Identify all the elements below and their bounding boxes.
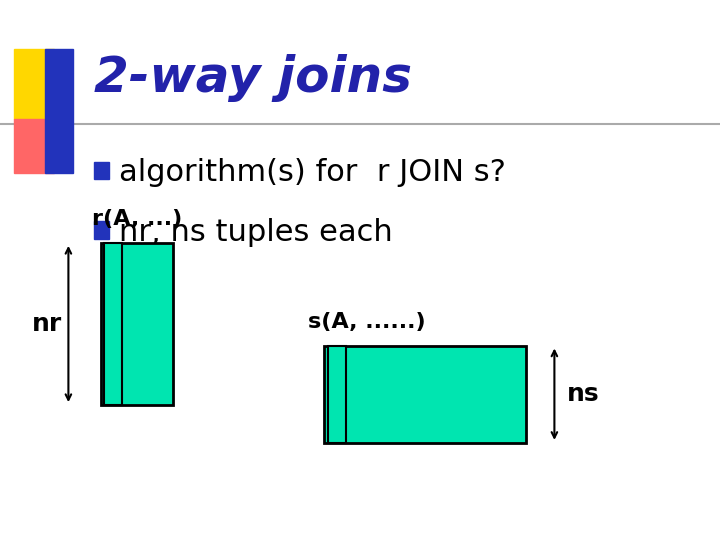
Text: ns: ns [567, 382, 600, 406]
Bar [104, 243, 122, 405]
Text: s(A, ......): s(A, ......) [308, 312, 426, 332]
Bar [324, 346, 526, 443]
Bar [328, 346, 346, 443]
Text: nr: nr [32, 312, 62, 336]
Text: nr, ns tuples each: nr, ns tuples each [119, 218, 392, 247]
Bar [14, 119, 54, 173]
Text: 2-way joins: 2-way joins [94, 55, 412, 102]
Bar [45, 49, 73, 173]
Bar [94, 221, 109, 239]
Bar [94, 162, 109, 179]
Bar [101, 243, 173, 405]
Text: r(A, ...): r(A, ...) [91, 210, 182, 230]
Text: algorithm(s) for  r JOIN s?: algorithm(s) for r JOIN s? [119, 158, 505, 187]
Bar [14, 49, 54, 119]
